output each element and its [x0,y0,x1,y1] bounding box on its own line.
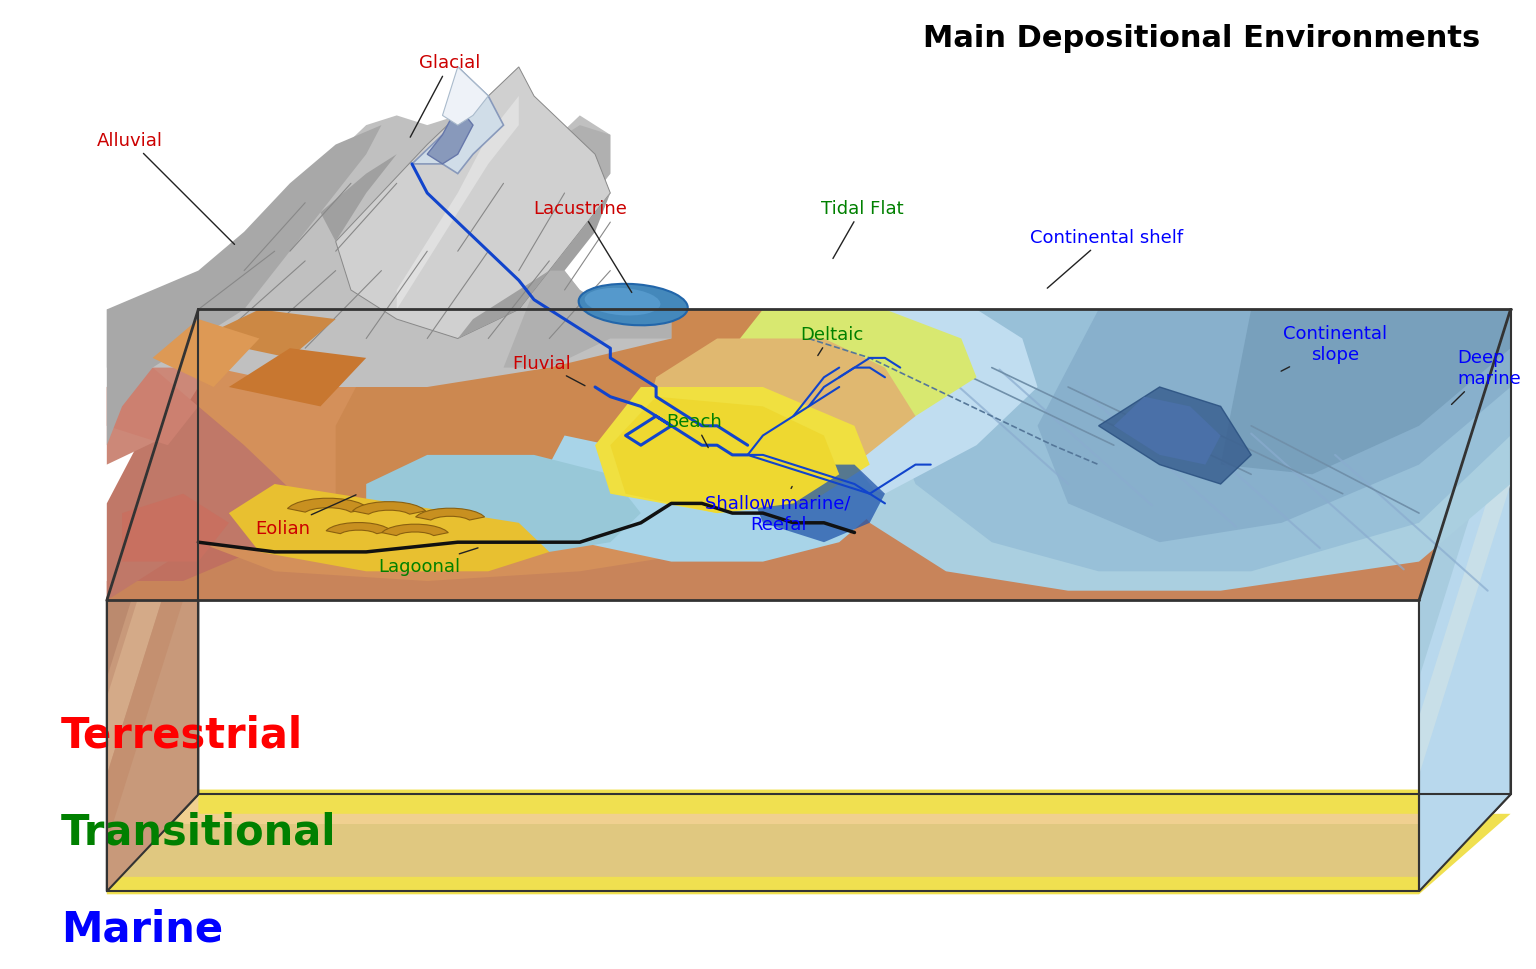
Text: Lacustrine: Lacustrine [533,200,631,294]
Polygon shape [229,349,366,407]
Polygon shape [594,388,869,514]
Polygon shape [108,368,198,446]
Polygon shape [442,68,488,126]
Text: Tidal Flat: Tidal Flat [820,200,903,260]
Polygon shape [152,320,260,388]
Polygon shape [748,465,885,543]
Ellipse shape [585,289,660,316]
Polygon shape [412,68,504,174]
Polygon shape [108,833,1419,891]
Polygon shape [458,271,550,339]
Polygon shape [108,310,1510,601]
Polygon shape [1419,426,1510,775]
Ellipse shape [579,285,688,326]
Polygon shape [794,310,1037,494]
Polygon shape [108,310,198,678]
Polygon shape [108,126,381,601]
Polygon shape [108,68,671,601]
Text: Continental
slope: Continental slope [1281,325,1387,372]
Text: Terrestrial: Terrestrial [61,714,303,756]
Polygon shape [108,853,1419,891]
Polygon shape [321,155,396,242]
Polygon shape [198,310,336,359]
Polygon shape [535,436,885,562]
Polygon shape [396,97,519,310]
Text: Main Depositional Environments: Main Depositional Environments [923,24,1481,53]
Polygon shape [1221,310,1510,475]
Text: Alluvial: Alluvial [97,132,235,245]
Polygon shape [1419,310,1510,891]
Polygon shape [885,310,1510,572]
Polygon shape [353,502,425,515]
Polygon shape [108,310,198,465]
Text: Shallow marine/
Reefal: Shallow marine/ Reefal [705,487,851,533]
Text: Deltaic: Deltaic [800,326,863,357]
Polygon shape [326,523,392,534]
Polygon shape [382,524,449,536]
Polygon shape [229,484,550,572]
Polygon shape [121,494,229,562]
Polygon shape [336,68,610,339]
Polygon shape [610,397,839,514]
Polygon shape [108,484,198,843]
Text: Fluvial: Fluvial [513,355,585,387]
Polygon shape [108,310,458,601]
Polygon shape [108,824,1419,891]
Polygon shape [733,310,977,417]
Polygon shape [1419,310,1510,678]
Text: Lagoonal: Lagoonal [378,548,478,576]
Polygon shape [641,339,915,494]
Polygon shape [108,790,1510,894]
Text: Marine: Marine [61,908,223,950]
Polygon shape [1098,388,1252,484]
Polygon shape [108,407,198,775]
Text: Glacial: Glacial [410,54,481,138]
Polygon shape [1037,310,1510,543]
Polygon shape [416,509,485,520]
Text: Transitional: Transitional [61,811,336,853]
Text: Continental shelf: Continental shelf [1029,229,1183,289]
Polygon shape [198,310,992,581]
Polygon shape [823,310,1510,591]
Polygon shape [1114,397,1221,465]
Polygon shape [427,107,473,165]
Polygon shape [108,872,1419,891]
Text: Deep
marine: Deep marine [1452,349,1521,405]
Polygon shape [108,310,198,891]
Text: Beach: Beach [667,413,722,448]
Polygon shape [336,310,946,543]
Text: Eolian: Eolian [255,495,356,537]
Polygon shape [366,455,641,552]
Polygon shape [504,126,671,368]
Polygon shape [108,795,1510,891]
Polygon shape [108,407,306,601]
Polygon shape [287,499,369,513]
Polygon shape [550,194,610,271]
